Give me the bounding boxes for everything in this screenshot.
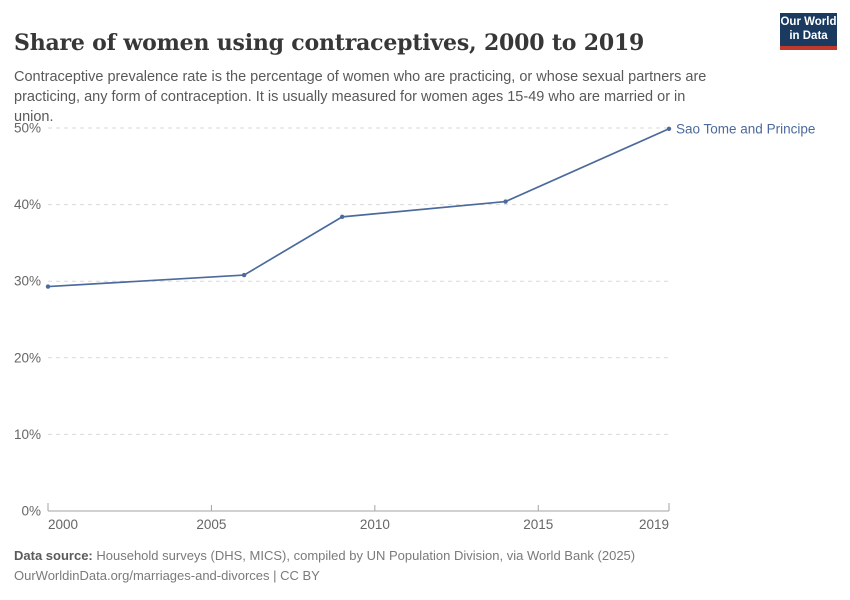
x-tick-label-2005: 2005 (196, 517, 226, 532)
chart-title: Share of women using contraceptives, 200… (14, 29, 645, 56)
chart-subtitle: Contraceptive prevalence rate is the per… (14, 68, 707, 125)
y-tick-label-30: 30% (14, 274, 41, 289)
license-line: OurWorldinData.org/marriages-and-divorce… (14, 568, 320, 583)
chart-footer: Data source: Household surveys (DHS, MIC… (14, 546, 814, 586)
owid-logo: Our World in Data (780, 13, 837, 50)
series-line (47, 127, 670, 288)
data-point-2000 (45, 284, 51, 289)
data-source-line: Data source: Household surveys (DHS, MIC… (14, 546, 814, 566)
data-point-2009 (339, 214, 345, 220)
y-tick-label-40: 40% (14, 197, 41, 212)
owid-logo-line2: in Data (789, 29, 828, 42)
owid-logo-line1: Our World (780, 16, 837, 28)
data-point-2014 (503, 199, 508, 204)
data-source-label: Data source: (14, 548, 93, 563)
x-tick-label-2019: 2019 (639, 517, 669, 532)
owid-logo-redbar (780, 46, 837, 50)
x-tick-label-2010: 2010 (360, 517, 390, 532)
y-tick-label-50: 50% (14, 121, 41, 136)
data-point-2006 (241, 272, 247, 278)
data-point-2019 (666, 126, 672, 131)
y-tick-label-0: 0% (21, 504, 41, 519)
series-label: Sao Tome and Principe (676, 121, 815, 136)
x-tick-label-2015: 2015 (523, 517, 553, 532)
x-tick-label-2000: 2000 (48, 517, 78, 532)
y-tick-label-20: 20% (14, 350, 41, 365)
data-source-text: Household surveys (DHS, MICS), compiled … (92, 548, 636, 563)
y-tick-label-10: 10% (14, 427, 41, 442)
